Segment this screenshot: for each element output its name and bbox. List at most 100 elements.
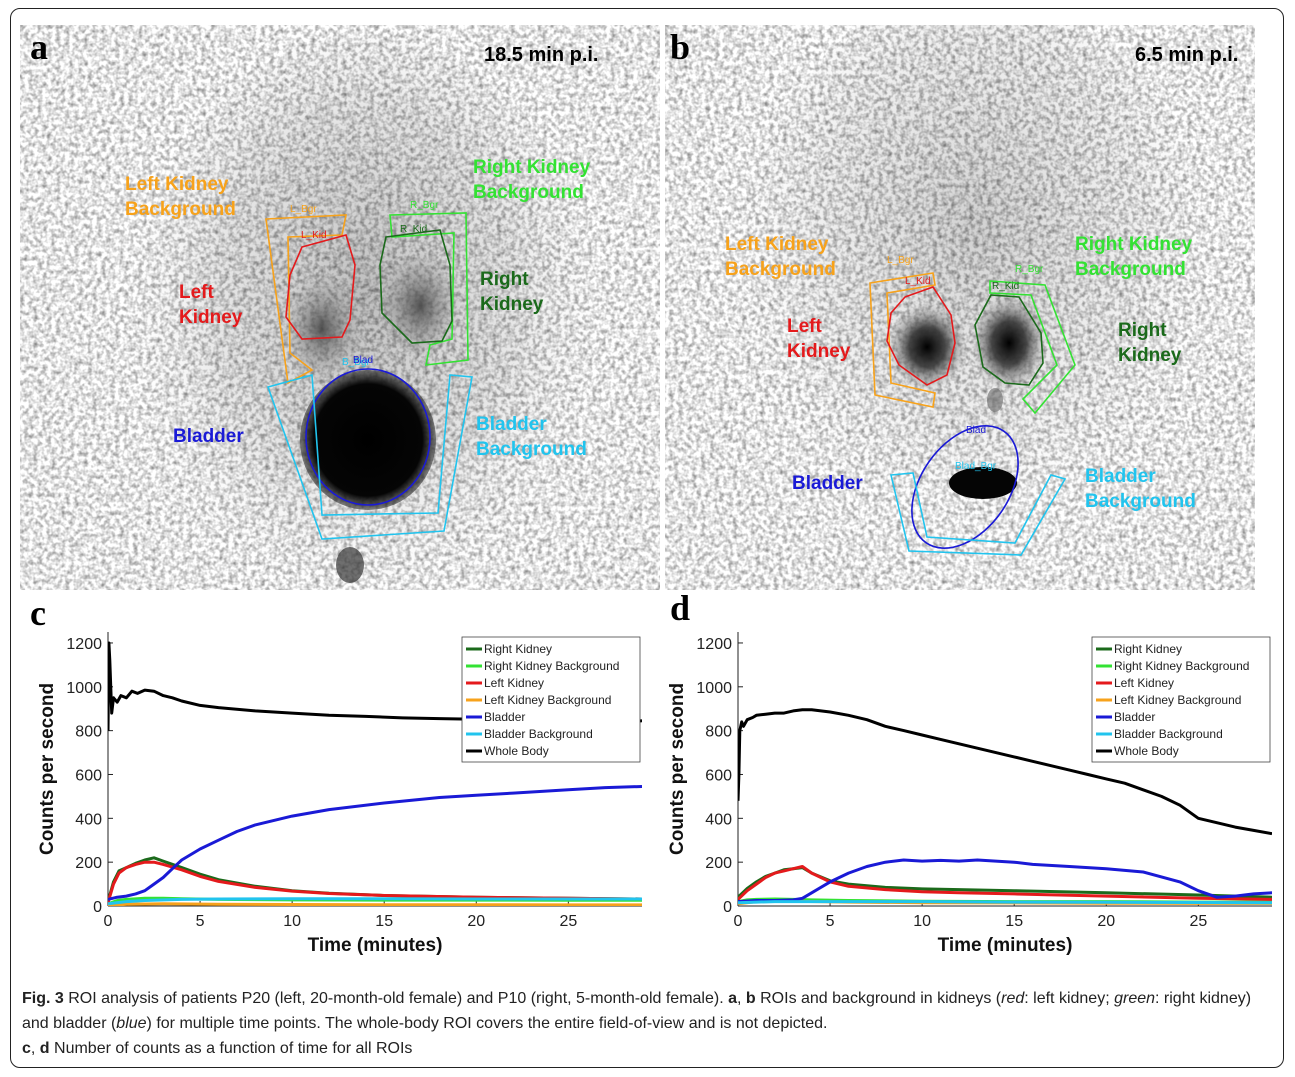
legend-entry: Whole Body [1114,744,1179,758]
caption-text-1: ROI analysis of patients P20 (left, 20-m… [63,990,729,1007]
legend-entry: Bladder [484,710,525,724]
roi-tag-l-kid-a: L_Kid [301,230,327,241]
label-left-kidney-background-a: Left Kidney Background [125,174,236,220]
y-tick-label: 0 [93,899,102,916]
y-tick-label: 1000 [696,680,732,697]
caption-text-5: ) for multiple time points. The whole-bo… [146,1015,828,1032]
chart-d: 0 5 10 15 20 25 0 200 400 600 800 1000 1200 Time (min… [667,632,1272,956]
y-tick-label: 800 [705,724,732,741]
label-left-kidney-a: Left Kidney [179,282,243,328]
x-axis-label: Time (minutes) [938,935,1073,956]
roi-tag-blad-a: Blad [353,355,373,366]
label-bladder-a: Bladder [173,426,244,447]
x-tick-label: 0 [104,913,113,930]
scintigraphy-image-a: L_Bgr L_Kid R_Bgr R_Kid B_Bgr Blad [20,25,660,590]
roi-tag-l-bgr-b: L_Bgr [887,255,914,266]
x-tick-label: 5 [826,913,835,930]
series-line-bladder [108,785,642,901]
roi-right-kidney-a [379,229,453,344]
caption-text-3: : left kidney; [1024,990,1115,1007]
x-tick-label: 15 [375,913,393,930]
label-bladder-b: Bladder [792,473,863,494]
roi-bladder-background-b [890,472,1067,556]
caption-ref-c: c [22,1040,31,1057]
y-tick-label: 200 [75,855,102,872]
roi-bladder-b [911,425,1019,549]
roi-tag-r-kid-a: R_Kid [400,224,427,235]
figure-frame [10,8,1284,1068]
label-left-kidney-b: Left Kidney [787,316,851,362]
label-right-kidney-a: Right Kidney [480,269,544,315]
roi-tag-r-bgr-b: R_Bgr [1015,264,1044,275]
roi-right-kidney-background-a [389,212,469,366]
panel-letter-d: d [670,588,691,628]
series-line-whole-body [738,708,1272,836]
caption-text-4: : right kidney) and bladder ( [22,990,1252,1032]
x-tick-label: 5 [196,913,205,930]
legend-entry: Bladder Background [484,727,593,741]
legend-entry: Bladder Background [1114,727,1223,741]
caption-fig-label: Fig. 3 [22,990,64,1007]
x-tick-label: 25 [1189,913,1207,930]
legend-entry: Left Kidney [1114,676,1174,690]
roi-tag-blad-bgr-a: B_Bgr [342,357,370,368]
caption-red: red [1001,990,1025,1007]
caption-ref-d: d [39,1040,50,1057]
caption-sep-2: , [30,1040,40,1057]
legend-entry: Left Kidney Background [1114,693,1241,707]
roi-left-kidney-background-b [869,272,936,408]
roi-tag-blad-b: Blad [966,425,986,436]
roi-tag-r-bgr-a: R_Bgr [410,200,439,211]
series-line-left-kidney-background [108,902,642,906]
legend [1091,636,1271,763]
roi-left-kidney-b [886,286,956,386]
y-tick-label: 200 [705,855,732,872]
panel-letter-b: b [670,27,691,67]
legend-entry: Whole Body [484,744,549,758]
legend-entry: Right Kidney Background [484,659,619,673]
x-tick-label: 15 [1005,913,1023,930]
time-label-b: 6.5 min p.i. [1135,44,1239,66]
series-line-left-kidney [108,860,642,904]
y-tick-label: 1000 [66,680,102,697]
y-tick-label: 400 [75,811,102,828]
caption-sep-1: , [737,990,746,1007]
label-right-kidney-background-a: Right Kidney Background [473,157,591,203]
x-tick-label: 0 [734,913,743,930]
roi-tag-r-kid-b: R_Kid [992,281,1019,292]
roi-tag-l-bgr-a: L_Bgr [290,204,317,215]
panel-letter-a: a [30,27,48,67]
series-line-bladder [738,858,1272,904]
roi-left-kidney-a [285,234,356,340]
y-tick-label: 800 [75,724,102,741]
y-tick-label: 600 [705,767,732,784]
y-axis-label: Counts per second [37,683,58,855]
x-tick-label: 25 [559,913,577,930]
x-tick-label: 10 [913,913,931,930]
x-tick-label: 20 [1097,913,1115,930]
caption-ref-b: b [745,990,756,1007]
label-left-kidney-background-b: Left Kidney Background [725,234,836,280]
panel-letter-c: c [30,593,46,633]
scintigraphy-image-b: L_Bgr L_Kid R_Bgr R_Kid Blad Blad_Bgr [665,25,1255,590]
legend-entry: Right Kidney [1114,642,1182,656]
label-right-kidney-background-b: Right Kidney Background [1075,234,1193,280]
series-line-left-kidney [738,865,1272,901]
legend-entry: Left Kidney Background [484,693,611,707]
chart-c: 0 5 10 15 20 25 0 200 400 600 800 1000 1200 Time (min… [37,632,642,956]
x-tick-label: 10 [283,913,301,930]
roi-tag-blad-bgr-b: Blad_Bgr [955,461,997,472]
legend-entry: Right Kidney [484,642,552,656]
roi-bladder-a [305,368,431,506]
time-label-a: 18.5 min p.i. [484,44,599,66]
label-bladder-background-b: Bladder Background [1085,466,1196,512]
caption-text-6: Number of counts as a function of time f… [49,1040,413,1057]
legend [461,636,641,763]
caption-text-2: ROIs and background in kidneys ( [755,990,1002,1007]
legend-entry: Bladder [1114,710,1155,724]
y-tick-label: 1200 [696,636,732,653]
roi-right-kidney-background-b [989,280,1076,415]
x-tick-label: 20 [467,913,485,930]
y-tick-label: 1200 [66,636,102,653]
legend-entry: Right Kidney Background [1114,659,1249,673]
